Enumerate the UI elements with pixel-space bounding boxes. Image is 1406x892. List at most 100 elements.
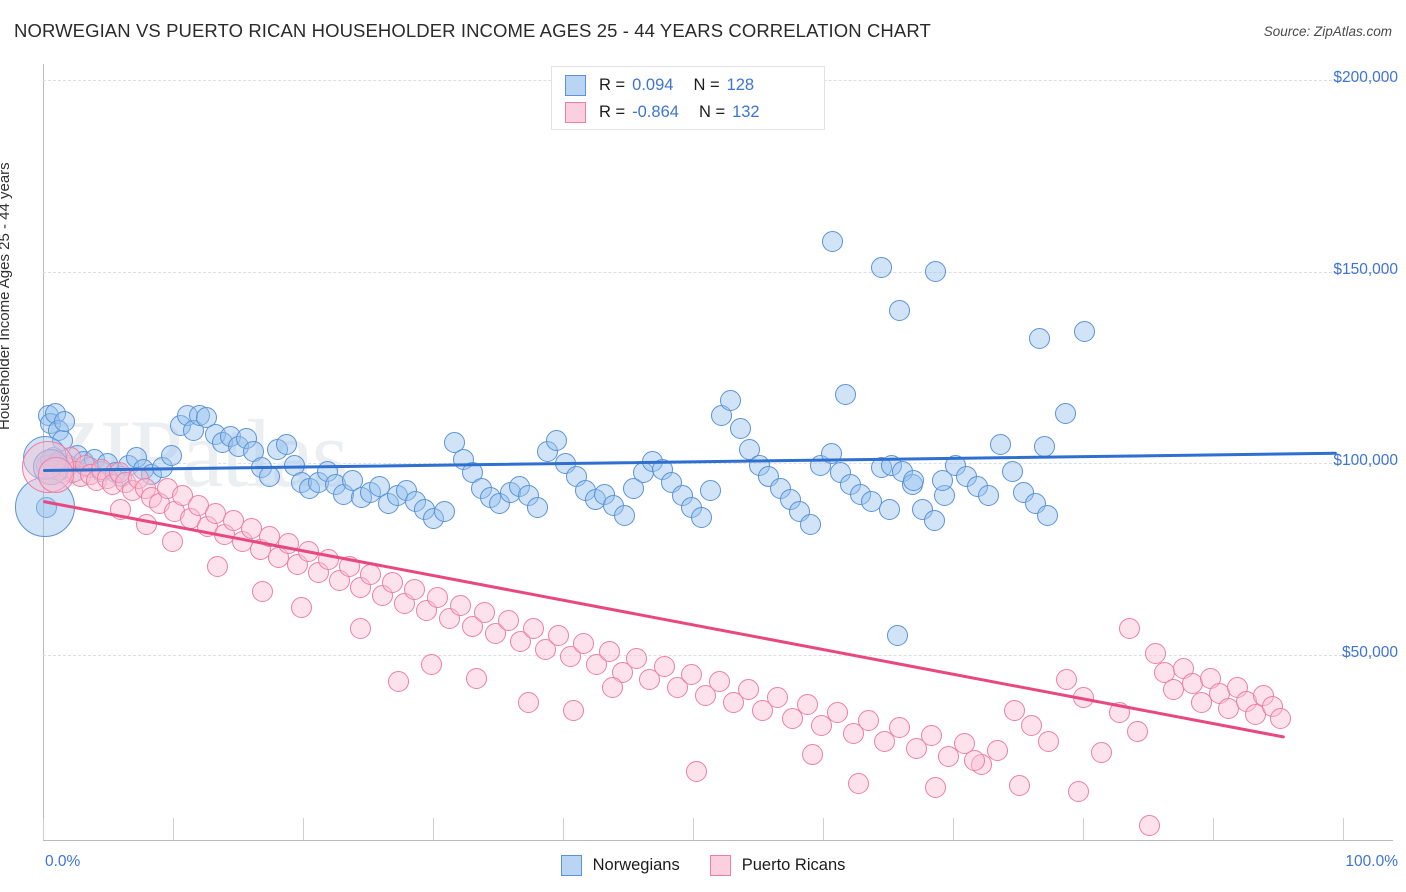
scatter-point <box>258 466 280 488</box>
scatter-point <box>903 470 925 492</box>
scatter-point <box>207 556 229 578</box>
scatter-point <box>799 514 821 536</box>
scatter-point <box>691 506 713 528</box>
gridline <box>43 655 1392 656</box>
scatter-point <box>653 656 675 677</box>
scatter-point <box>517 692 539 714</box>
x-axis-tick <box>173 818 174 840</box>
scatter-point <box>1138 815 1160 837</box>
scatter-point <box>1009 774 1031 796</box>
scatter-point <box>1190 692 1212 714</box>
scatter-point <box>964 749 986 771</box>
series-legend: Norwegians Puerto Ricans <box>0 851 1406 879</box>
scatter-point <box>547 625 569 647</box>
legend-item-norwegians[interactable]: Norwegians <box>560 854 680 876</box>
legend-item-puerto-ricans[interactable]: Puerto Ricans <box>709 854 845 876</box>
scatter-point <box>1090 742 1112 764</box>
scatter-point <box>685 761 707 783</box>
scatter-point <box>797 694 819 716</box>
scatter-point <box>700 479 722 501</box>
x-axis-min-label: 0.0% <box>45 853 81 870</box>
scatter-point <box>953 732 975 754</box>
puerto-ricans-n-label: N = <box>698 102 726 121</box>
x-axis-tick <box>1083 818 1084 840</box>
scatter-point <box>403 579 425 601</box>
scatter-point <box>1036 504 1058 526</box>
x-axis-tick <box>953 818 954 840</box>
scatter-point <box>842 723 864 745</box>
scatter-point <box>1145 642 1167 664</box>
scatter-point <box>275 433 297 455</box>
x-axis-tick <box>43 818 44 840</box>
trendline-pr <box>42 499 1286 739</box>
scatter-point <box>420 654 442 676</box>
scatter-point <box>709 671 731 693</box>
norwegians-n-label: N = <box>693 75 720 94</box>
scatter-point <box>925 776 947 798</box>
scatter-point <box>1269 707 1291 729</box>
scatter-point <box>546 429 568 451</box>
scatter-point <box>1067 780 1089 802</box>
scatter-point <box>1127 721 1149 743</box>
scatter-point <box>931 470 953 492</box>
scatter-point <box>827 702 849 723</box>
y-axis-tick-label: $200,000 <box>1333 69 1398 86</box>
page-title: NORWEGIAN VS PUERTO RICAN HOUSEHOLDER IN… <box>14 20 931 41</box>
scatter-point <box>563 700 585 722</box>
scatter-point <box>978 485 1000 507</box>
norwegians-r-label: R = <box>599 75 626 94</box>
scatter-point <box>1054 403 1076 424</box>
scatter-point <box>938 746 960 768</box>
scatter-point <box>613 504 635 526</box>
scatter-point <box>847 772 869 794</box>
stats-row-norwegians: R = 0.094 N = 128 <box>565 72 754 98</box>
scatter-point <box>878 498 900 520</box>
gridline <box>43 271 1392 273</box>
scatter-point <box>889 299 911 321</box>
scatter-point <box>925 261 947 283</box>
scatter-point <box>473 602 495 624</box>
norwegians-swatch-icon <box>565 74 586 96</box>
scatter-point <box>723 692 745 714</box>
plot-area: ZIPatlas <box>14 64 1392 840</box>
norwegians-n-value: 128 <box>726 75 755 94</box>
scatter-point <box>1056 669 1078 691</box>
puerto-ricans-legend-swatch-icon <box>709 854 731 876</box>
scatter-point <box>318 548 340 570</box>
scatter-point <box>767 686 789 708</box>
scatter-point <box>924 510 946 532</box>
gridline <box>43 463 1392 465</box>
scatter-point <box>522 617 544 639</box>
scatter-point <box>737 679 759 700</box>
scatter-point <box>573 633 595 654</box>
scatter-point <box>252 581 274 603</box>
x-axis-tick <box>823 818 824 840</box>
scatter-point <box>37 456 74 493</box>
scatter-point <box>349 617 371 639</box>
scatter-point <box>821 230 843 252</box>
puerto-ricans-r-value: -0.864 <box>632 102 679 121</box>
scatter-point <box>873 730 895 752</box>
legend-label-norwegians: Norwegians <box>592 855 680 874</box>
stats-row-puerto-ricans: R = -0.864 N = 132 <box>565 99 760 125</box>
scatter-point <box>526 496 548 518</box>
x-axis-tick <box>693 818 694 840</box>
scatter-point <box>599 640 621 662</box>
scatter-point <box>639 669 661 691</box>
puerto-ricans-n-value: 132 <box>732 102 760 121</box>
scatter-point <box>834 383 856 405</box>
scatter-point <box>889 717 911 739</box>
scatter-point <box>987 740 1009 762</box>
scatter-point <box>433 500 455 522</box>
scatter-point <box>291 596 313 618</box>
y-axis-tick-label: $150,000 <box>1333 260 1398 278</box>
scatter-point <box>781 707 803 729</box>
scatter-point <box>388 671 410 693</box>
scatter-point <box>534 638 556 660</box>
x-axis-tick <box>303 818 304 840</box>
scatter-point <box>1021 715 1043 737</box>
scatter-point <box>751 700 773 722</box>
scatter-point <box>359 564 381 585</box>
x-axis-tick <box>1343 818 1344 840</box>
scatter-point <box>921 725 943 746</box>
